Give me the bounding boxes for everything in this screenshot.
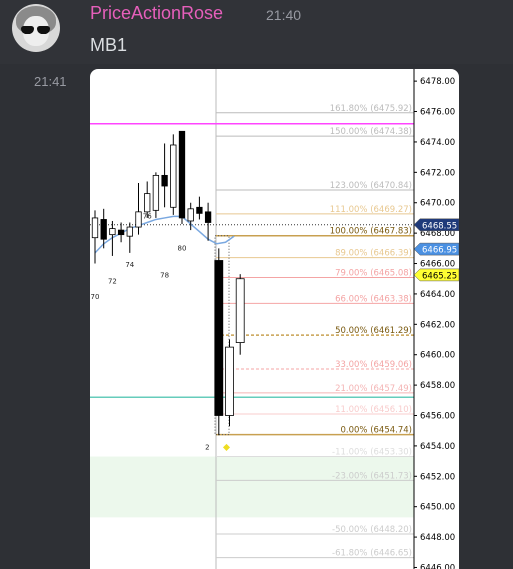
- candle-body: [204, 211, 212, 223]
- signal-diamond-marker: [222, 443, 231, 451]
- price-marker-label: 6465.25: [422, 271, 457, 281]
- price-axis-label: 6468.00: [420, 229, 455, 239]
- fib-level-label: 66.00% (6463.38): [335, 294, 412, 304]
- fib-level-label: -61.80% (6446.65): [332, 549, 412, 559]
- price-axis-label: 6452.00: [420, 472, 455, 482]
- bar-count-label: 72: [108, 278, 117, 286]
- price-axis-label: 6478.00: [420, 77, 455, 87]
- price-axis-label: 6472.00: [420, 168, 455, 178]
- bar-count-label: 2: [205, 443, 209, 451]
- fib-level-label: 0.00% (6454.74): [341, 426, 413, 436]
- candle-body: [178, 130, 186, 219]
- price-marker-tag: [413, 242, 459, 256]
- candle-body: [187, 208, 194, 222]
- bar-count-label: 80: [178, 244, 187, 252]
- candle-body: [109, 228, 116, 236]
- price-marker-tag: [413, 218, 459, 232]
- username[interactable]: PriceActionRose: [90, 3, 224, 23]
- fib-level-label: -23.00% (6451.73): [332, 471, 412, 481]
- fib-level-label: 89.00% (6466.39): [335, 249, 412, 259]
- message-timestamp[interactable]: 21:40: [266, 7, 302, 23]
- price-axis-label: 6460.00: [420, 351, 455, 361]
- fib-level-label: 111.00% (6469.27): [330, 205, 412, 215]
- price-marker-label: 6468.55: [422, 221, 457, 231]
- attachment-timestamp[interactable]: 21:41: [34, 74, 67, 89]
- candle-body: [225, 346, 234, 416]
- fib-level-label: 123.00% (6470.84): [330, 181, 412, 191]
- fib-level-label: 33.00% (6459.06): [335, 360, 412, 370]
- candle-body: [214, 260, 224, 416]
- price-marker-tag: [413, 268, 459, 282]
- candle-body: [235, 278, 245, 343]
- candle-body: [144, 193, 151, 213]
- moving-average-line: [94, 215, 235, 254]
- price-axis-label: 6464.00: [420, 290, 455, 300]
- message-text: MB1: [90, 35, 128, 55]
- price-axis-label: 6476.00: [420, 108, 455, 118]
- candle-body: [100, 219, 107, 240]
- sunglasses-icon: [21, 26, 51, 34]
- chart-image-attachment[interactable]: 161.80% (6475.92) 150.00% (6474.38) 123.00…: [90, 69, 459, 569]
- fib-level-label: -50.00% (6448.20): [332, 525, 412, 535]
- fib-level-label: 21.00% (6457.49): [335, 384, 412, 394]
- price-marker-label: 6466.95: [422, 246, 457, 256]
- price-axis-label: 6450.00: [420, 503, 455, 513]
- price-axis-label: 6466.00: [420, 260, 455, 270]
- price-axis-label: 6456.00: [420, 412, 455, 422]
- bar-count-label: 76: [143, 212, 152, 220]
- measure-range-box: [214, 235, 230, 436]
- fib-level-label: -11.00% (6453.30): [332, 448, 412, 458]
- fib-level-label: 11.00% (6456.10): [335, 405, 412, 415]
- candle-body: [152, 174, 160, 211]
- candle-body: [117, 229, 125, 236]
- bar-count-label: 70: [91, 293, 100, 301]
- candle-body: [126, 226, 133, 237]
- price-axis-label: 6448.00: [420, 533, 455, 543]
- price-axis-label: 6474.00: [420, 138, 455, 148]
- fib-level-label: 100.00% (6467.83): [330, 227, 412, 237]
- candle-body: [161, 174, 168, 187]
- candle-body: [196, 206, 203, 214]
- fib-level-label: 50.00% (6461.29): [335, 326, 412, 336]
- candle-body: [135, 211, 142, 228]
- target-zone: [90, 456, 414, 518]
- candle-body: [91, 217, 99, 239]
- fib-level-label: 161.80% (6475.92): [330, 104, 412, 114]
- bar-count-label: 74: [125, 261, 134, 269]
- fib-level-label: 150.00% (6474.38): [330, 127, 412, 137]
- price-axis-label: 6470.00: [420, 199, 455, 209]
- price-axis-label: 6458.00: [420, 381, 455, 391]
- price-axis-label: 6462.00: [420, 320, 455, 330]
- fib-level-label: 79.00% (6465.08): [335, 269, 412, 279]
- user-avatar[interactable]: [12, 4, 60, 52]
- price-axis-label: 6454.00: [420, 442, 455, 452]
- price-chart: 161.80% (6475.92) 150.00% (6474.38) 123.00…: [90, 69, 459, 569]
- price-axis-label: 6446.00: [420, 563, 455, 569]
- candle-body: [170, 144, 177, 208]
- bar-count-label: 78: [160, 272, 169, 280]
